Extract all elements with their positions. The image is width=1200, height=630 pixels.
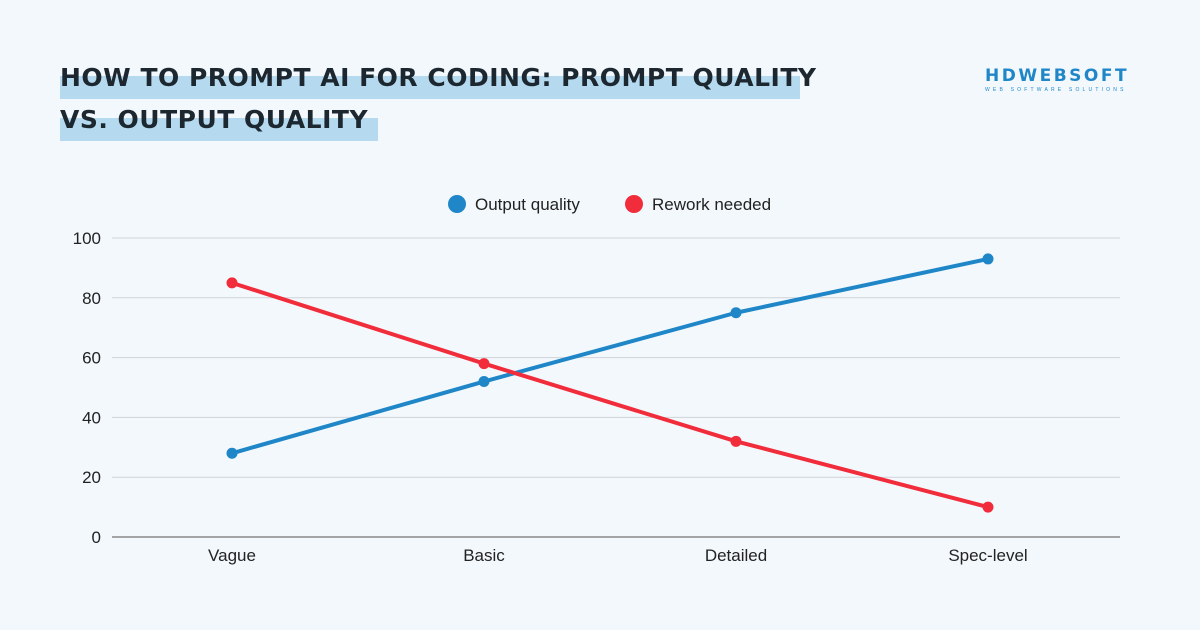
legend-marker — [625, 195, 643, 213]
data-point — [478, 358, 490, 370]
data-point — [226, 277, 238, 289]
data-point — [982, 253, 994, 265]
hdwebsoft-logo: HDWEBSOFT WEB SOFTWARE SOLUTIONS — [985, 66, 1140, 98]
y-tick-label: 0 — [92, 528, 101, 547]
x-tick-label: Spec-level — [948, 546, 1027, 565]
data-point — [478, 376, 490, 388]
x-tick-label: Detailed — [705, 546, 767, 565]
chart-title-line-1: HOW TO PROMPT AI FOR CODING: PROMPT QUAL… — [60, 63, 817, 92]
y-tick-label: 100 — [73, 229, 101, 248]
chart-title-line-2: VS. OUTPUT QUALITY — [60, 105, 369, 134]
title-highlight — [60, 118, 378, 141]
data-point — [226, 447, 238, 459]
title-highlight — [60, 76, 800, 99]
x-tick-label: Vague — [208, 546, 256, 565]
series-line-rework-needed — [231, 280, 989, 510]
legend-label: Output quality — [475, 195, 580, 214]
legend-marker — [448, 195, 466, 213]
y-tick-label: 20 — [82, 468, 101, 487]
logo-text: HDWEBSOFT — [985, 66, 1130, 86]
data-point — [982, 501, 994, 513]
legend-label: Rework needed — [652, 195, 771, 214]
data-point — [730, 307, 742, 319]
data-point — [730, 435, 742, 447]
y-tick-label: 80 — [82, 289, 101, 308]
logo-tagline: WEB SOFTWARE SOLUTIONS — [985, 87, 1127, 93]
y-tick-label: 40 — [82, 408, 101, 427]
x-tick-label: Basic — [463, 546, 505, 565]
y-tick-label: 60 — [82, 349, 101, 368]
series-line-output-quality — [231, 256, 989, 456]
